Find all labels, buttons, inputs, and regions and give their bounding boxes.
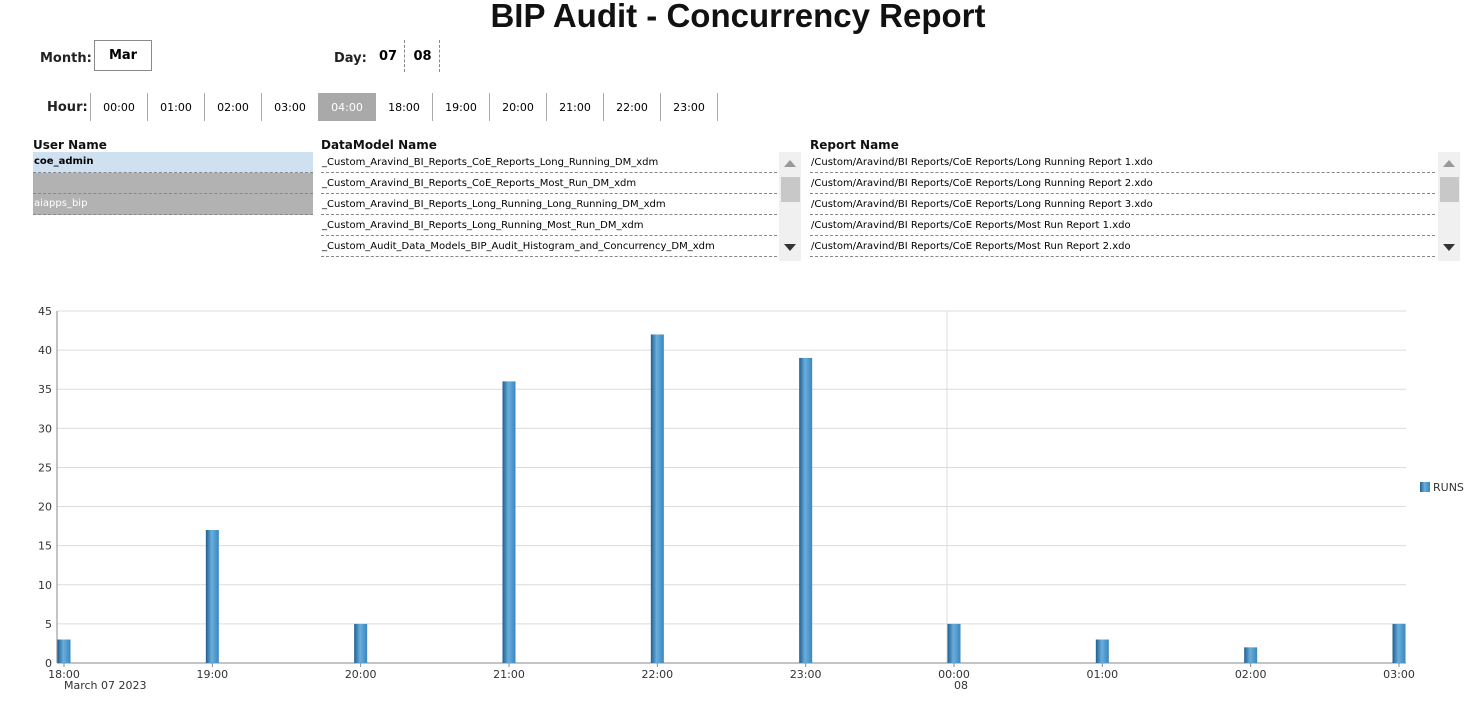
report-list: /Custom/Aravind/BI Reports/CoE Reports/L…	[810, 152, 1435, 257]
x-tick-sublabel: 08	[954, 679, 968, 692]
bar-runs	[354, 623, 368, 663]
scroll-up-arrow-icon[interactable]	[784, 160, 796, 167]
y-tick-label: 30	[38, 422, 52, 435]
hour-selector: 00:00 01:00 02:00 03:00 04:00 18:00 19:0…	[90, 93, 718, 121]
datamodel-name-header: DataModel Name	[321, 138, 437, 152]
month-label: Month:	[40, 51, 92, 66]
report-item[interactable]: /Custom/Aravind/BI Reports/CoE Reports/M…	[810, 236, 1435, 257]
user-item[interactable]: coe_admin	[33, 152, 313, 173]
bar-runs	[502, 381, 516, 663]
bar-runs	[650, 334, 664, 663]
day-option-07[interactable]: 07	[372, 40, 405, 72]
scroll-thumb[interactable]	[1440, 177, 1459, 202]
report-name-header: Report Name	[810, 138, 899, 152]
report-item[interactable]: /Custom/Aravind/BI Reports/CoE Reports/L…	[810, 194, 1435, 215]
x-tick-label: 23:00	[790, 668, 822, 681]
y-tick-label: 10	[38, 579, 52, 592]
x-tick-label: 02:00	[1235, 668, 1267, 681]
hour-option[interactable]: 03:00	[262, 93, 319, 121]
page-title: BIP Audit - Concurrency Report	[490, 0, 986, 34]
y-tick-label: 0	[45, 657, 52, 670]
user-list: coe_admin aiapps_bip	[33, 152, 313, 215]
hour-option[interactable]: 23:00	[661, 93, 718, 121]
day-option-08[interactable]: 08	[406, 40, 440, 72]
user-name-header: User Name	[33, 138, 107, 152]
hour-option[interactable]: 00:00	[91, 93, 148, 121]
x-tick-label: 01:00	[1086, 668, 1118, 681]
datamodel-item[interactable]: _Custom_Aravind_BI_Reports_Long_Running_…	[321, 194, 777, 215]
x-tick-label: 00:00	[938, 668, 970, 681]
hour-option[interactable]: 21:00	[547, 93, 604, 121]
datamodel-scrollbar[interactable]	[779, 152, 801, 261]
y-tick-label: 40	[38, 344, 52, 357]
hour-option[interactable]: 20:00	[490, 93, 547, 121]
scroll-up-arrow-icon[interactable]	[1443, 160, 1455, 167]
y-tick-label: 25	[38, 461, 52, 474]
x-tick-sublabel: March 07 2023	[64, 679, 147, 692]
bar-runs	[1392, 623, 1406, 663]
month-selector[interactable]: Mar	[94, 40, 152, 71]
datamodel-list: _Custom_Aravind_BI_Reports_CoE_Reports_L…	[321, 152, 777, 257]
hour-option[interactable]: 01:00	[148, 93, 205, 121]
hour-option[interactable]: 19:00	[433, 93, 490, 121]
x-tick-label: 19:00	[196, 668, 228, 681]
bar-runs	[57, 639, 71, 663]
y-tick-label: 5	[45, 618, 52, 631]
hour-option[interactable]: 18:00	[376, 93, 433, 121]
x-tick-label: 20:00	[345, 668, 377, 681]
y-tick-label: 35	[38, 383, 52, 396]
hour-option[interactable]: 22:00	[604, 93, 661, 121]
report-item[interactable]: /Custom/Aravind/BI Reports/CoE Reports/M…	[810, 215, 1435, 236]
bar-runs	[1095, 639, 1109, 663]
report-scrollbar[interactable]	[1438, 152, 1460, 261]
hour-option-selected[interactable]: 04:00	[319, 93, 376, 121]
x-tick-label: 03:00	[1383, 668, 1415, 681]
scroll-down-arrow-icon[interactable]	[784, 244, 796, 251]
datamodel-item[interactable]: _Custom_Aravind_BI_Reports_CoE_Reports_M…	[321, 173, 777, 194]
bar-runs	[799, 357, 813, 663]
hour-option[interactable]: 02:00	[205, 93, 262, 121]
day-label: Day:	[334, 51, 367, 66]
legend-swatch	[1420, 482, 1430, 492]
bar-runs	[205, 530, 219, 663]
scroll-thumb[interactable]	[781, 177, 800, 202]
user-item[interactable]	[33, 173, 313, 194]
report-item[interactable]: /Custom/Aravind/BI Reports/CoE Reports/L…	[810, 152, 1435, 173]
x-tick-label: 21:00	[493, 668, 525, 681]
datamodel-item[interactable]: _Custom_Aravind_BI_Reports_CoE_Reports_L…	[321, 152, 777, 173]
datamodel-item[interactable]: _Custom_Audit_Data_Models_BIP_Audit_Hist…	[321, 236, 777, 257]
bar-runs	[947, 623, 961, 663]
datamodel-item[interactable]: _Custom_Aravind_BI_Reports_Long_Running_…	[321, 215, 777, 236]
report-item[interactable]: /Custom/Aravind/BI Reports/CoE Reports/L…	[810, 173, 1435, 194]
user-item[interactable]: aiapps_bip	[33, 194, 313, 215]
y-tick-label: 15	[38, 540, 52, 553]
y-tick-label: 45	[38, 305, 52, 318]
scroll-down-arrow-icon[interactable]	[1443, 244, 1455, 251]
x-tick-label: 18:00	[48, 668, 80, 681]
bar-runs	[1244, 647, 1258, 663]
hour-label: Hour:	[47, 100, 88, 115]
y-tick-label: 20	[38, 501, 52, 514]
legend-label: RUNS	[1433, 481, 1464, 494]
x-tick-label: 22:00	[641, 668, 673, 681]
